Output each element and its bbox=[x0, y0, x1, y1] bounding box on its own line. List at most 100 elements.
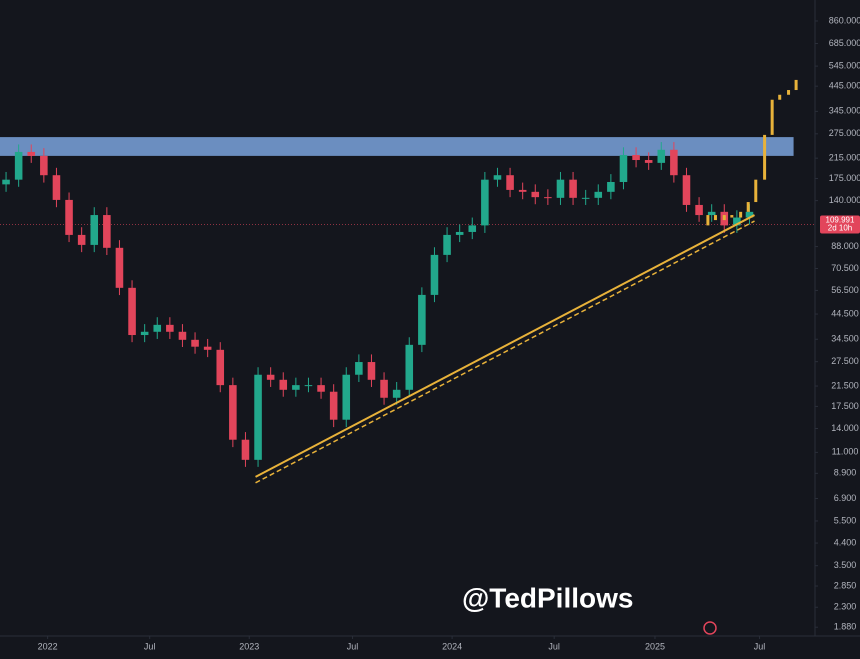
trend-line-dashed bbox=[255, 220, 755, 484]
last-price-countdown: 2d 10h bbox=[828, 224, 852, 233]
candle-body bbox=[128, 287, 136, 336]
x-tick-label: Jul bbox=[144, 641, 156, 651]
candle-body bbox=[115, 247, 124, 288]
candle-body bbox=[670, 149, 678, 176]
x-tick-label: Jul bbox=[548, 641, 560, 651]
candle-body bbox=[455, 231, 464, 235]
candle-body bbox=[632, 154, 640, 161]
y-tick-label: 860.000 bbox=[829, 15, 860, 25]
projection-bar bbox=[722, 215, 726, 221]
y-tick-label: 275.000 bbox=[829, 128, 860, 138]
candle-body bbox=[531, 191, 540, 198]
y-tick-label: 21.500 bbox=[831, 380, 859, 390]
candle-body bbox=[342, 374, 351, 420]
candle-body bbox=[745, 211, 754, 218]
y-tick-label: 56.500 bbox=[831, 285, 859, 295]
candle-body bbox=[329, 391, 338, 420]
y-tick-label: 3.500 bbox=[834, 560, 857, 570]
y-tick-label: 545.000 bbox=[829, 60, 860, 70]
candle-body bbox=[216, 349, 225, 386]
y-tick-label: 2.850 bbox=[834, 580, 857, 590]
y-tick-label: 27.500 bbox=[831, 356, 859, 366]
y-tick-label: 4.400 bbox=[834, 537, 857, 547]
y-tick-label: 6.900 bbox=[834, 493, 857, 503]
projection-bar bbox=[706, 215, 710, 226]
candle-body bbox=[518, 189, 527, 192]
candle-body bbox=[657, 149, 666, 163]
candle-body bbox=[317, 385, 325, 392]
candle-body bbox=[14, 151, 23, 180]
y-tick-label: 140.000 bbox=[829, 195, 860, 205]
y-tick-label: 34.500 bbox=[831, 334, 859, 344]
candle-body bbox=[392, 389, 401, 398]
projection-bar bbox=[754, 179, 758, 203]
candle-body bbox=[695, 204, 703, 216]
candle-body bbox=[2, 179, 10, 185]
x-tick-label: Jul bbox=[754, 641, 766, 651]
y-tick-label: 5.500 bbox=[834, 515, 857, 525]
y-tick-label: 345.000 bbox=[829, 106, 860, 116]
trend-line bbox=[255, 214, 755, 478]
projection-bar bbox=[739, 211, 743, 218]
candle-body bbox=[418, 294, 426, 345]
last-price-label: 109.991 bbox=[826, 216, 855, 225]
y-tick-label: 8.900 bbox=[834, 468, 857, 478]
candle-body bbox=[254, 374, 262, 460]
y-tick-label: 2.300 bbox=[834, 602, 857, 612]
candle-body bbox=[52, 175, 61, 200]
projection-bar bbox=[746, 202, 750, 212]
candle-body bbox=[292, 385, 300, 390]
y-tick-label: 14.000 bbox=[831, 423, 859, 433]
projection-bar bbox=[713, 215, 717, 221]
candle-body bbox=[166, 324, 174, 332]
candle-body bbox=[266, 374, 275, 380]
y-tick-label: 215.000 bbox=[829, 153, 860, 163]
x-tick-label: 2025 bbox=[645, 641, 665, 651]
candle-body bbox=[581, 197, 590, 199]
candle-body bbox=[569, 179, 577, 198]
y-tick-label: 11.000 bbox=[832, 447, 859, 457]
y-tick-label: 17.500 bbox=[831, 401, 859, 411]
projection-bar bbox=[787, 90, 791, 95]
candle-body bbox=[607, 181, 615, 192]
candle-body bbox=[682, 175, 691, 205]
candle-body bbox=[178, 331, 187, 340]
y-tick-label: 175.000 bbox=[829, 173, 860, 183]
x-tick-label: 2023 bbox=[239, 641, 259, 651]
y-tick-label: 44.500 bbox=[831, 308, 859, 318]
candle-body bbox=[140, 331, 149, 336]
candle-body bbox=[594, 191, 603, 198]
candle-body bbox=[468, 225, 477, 232]
candle-body bbox=[65, 199, 73, 235]
candle-body bbox=[90, 215, 99, 245]
candle-body bbox=[506, 175, 514, 190]
last-price-tag bbox=[820, 215, 860, 234]
candle-body bbox=[191, 339, 199, 347]
candle-body bbox=[405, 344, 414, 390]
candle-body bbox=[229, 385, 237, 440]
y-tick-label: 70.500 bbox=[831, 263, 859, 273]
candle-body bbox=[77, 234, 86, 245]
candle-body bbox=[153, 324, 162, 332]
candle-body bbox=[443, 234, 451, 255]
x-tick-label: 2022 bbox=[38, 641, 58, 651]
candle-body bbox=[556, 179, 565, 198]
candle-body bbox=[203, 346, 212, 350]
candle-body bbox=[40, 155, 48, 176]
candle-body bbox=[430, 254, 439, 295]
y-tick-label: 445.000 bbox=[829, 81, 860, 91]
x-tick-label: Jul bbox=[347, 641, 359, 651]
projection-bar bbox=[730, 215, 734, 218]
projection-bar bbox=[770, 99, 774, 135]
watermark: @TedPillows bbox=[462, 582, 633, 613]
candle-body bbox=[619, 154, 628, 182]
y-tick-label: 685.000 bbox=[829, 38, 860, 48]
candle-body bbox=[644, 160, 653, 163]
candle-body bbox=[481, 179, 489, 226]
y-tick-label: 88.000 bbox=[831, 241, 859, 251]
candle-body bbox=[733, 217, 741, 226]
projection-bar bbox=[794, 79, 798, 91]
candle-body bbox=[27, 151, 36, 156]
